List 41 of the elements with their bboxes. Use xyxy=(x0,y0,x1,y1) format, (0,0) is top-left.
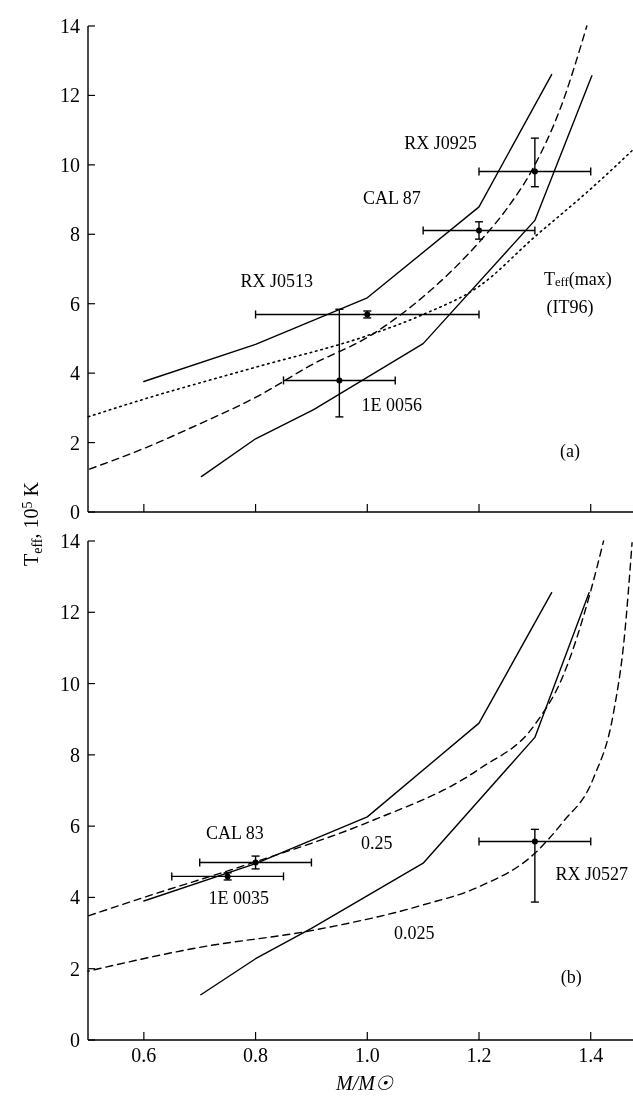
annotation: 1E 0035 xyxy=(208,888,270,909)
y-tick-label: 2 xyxy=(70,957,80,980)
x-tick-label: 1.2 xyxy=(466,1044,492,1066)
annotation: (b) xyxy=(560,966,582,988)
y-tick-label: 12 xyxy=(60,84,80,107)
y-tick-label: 12 xyxy=(60,601,80,624)
y-tick-label: 4 xyxy=(70,362,80,385)
x-tick-label: 1.4 xyxy=(578,1044,604,1066)
y-tick-label: 6 xyxy=(70,815,80,838)
point xyxy=(252,859,259,866)
x-axis-title: M/M☉ xyxy=(335,1072,394,1094)
point xyxy=(531,168,538,175)
x-tick-label: 0.8 xyxy=(243,1044,269,1066)
annotation: CAL 87 xyxy=(362,188,421,209)
y-tick-label: 14 xyxy=(60,15,80,37)
y-tick-label: 4 xyxy=(70,886,80,909)
x-tick-label: 1.0 xyxy=(354,1044,380,1066)
annotation: RX J0925 xyxy=(404,133,477,154)
y-tick-label: 10 xyxy=(60,672,80,695)
line-series xyxy=(143,591,553,902)
annotation: RX J0527 xyxy=(555,864,629,885)
annotation: (a) xyxy=(560,441,581,463)
y-tick-label: 8 xyxy=(70,223,80,246)
annotation: RX J0513 xyxy=(240,270,314,291)
annotation: 0.025 xyxy=(393,923,435,944)
y-tick-label: 6 xyxy=(70,292,80,315)
y-tick-label: 0 xyxy=(70,501,80,523)
y-tick-label: 8 xyxy=(70,743,80,766)
annotation: 0.25 xyxy=(361,832,393,853)
point xyxy=(336,377,343,384)
annotation: T$_{eff}$(max) xyxy=(544,269,612,291)
y-tick-label: 10 xyxy=(60,153,80,176)
annotation: (IT96) xyxy=(546,296,594,318)
point xyxy=(476,227,483,234)
point xyxy=(531,838,538,845)
annotation: CAL 83 xyxy=(205,823,264,844)
annotation: 1E 0056 xyxy=(361,395,423,416)
y-tick-label: 2 xyxy=(70,431,80,454)
x-tick-label: 0.6 xyxy=(131,1044,157,1066)
y-tick-label: 0 xyxy=(70,1029,80,1051)
y-tick-label: 14 xyxy=(60,530,80,552)
